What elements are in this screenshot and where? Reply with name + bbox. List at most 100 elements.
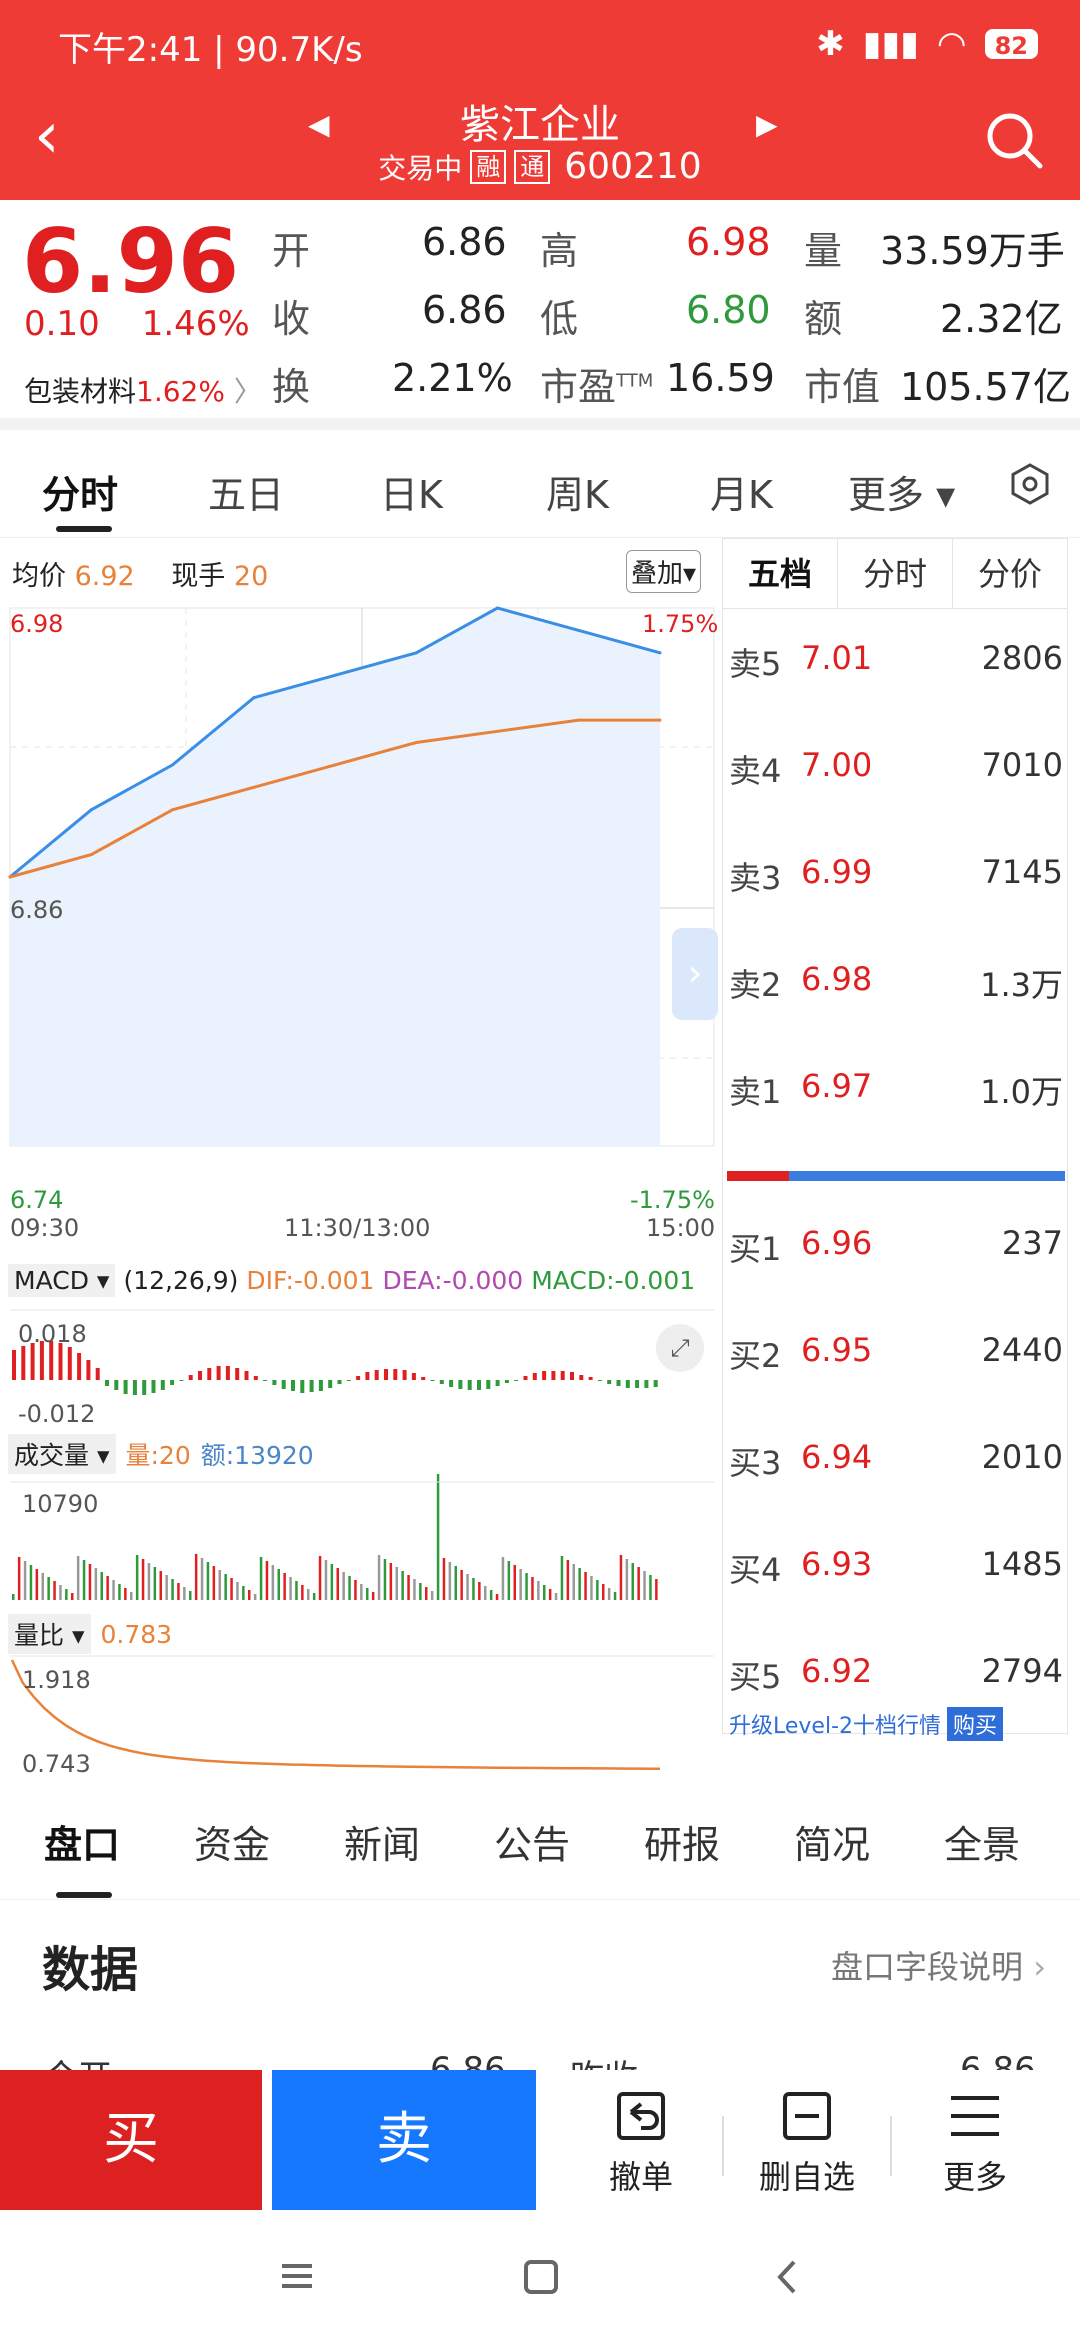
tab-news[interactable]: 新闻 [344, 1823, 421, 1867]
trade-status: 交易中 [378, 151, 463, 185]
volume-bar [289, 1577, 292, 1600]
purchase-button[interactable]: 购买 [947, 1707, 1004, 1741]
ratio-header: 量比 ▾ 0.783 [8, 1614, 172, 1654]
y-mid-label: 6.86 [10, 896, 64, 924]
tab-five-levels[interactable]: 五档 [723, 539, 838, 608]
vol-label: 量 [804, 229, 843, 273]
tab-funds[interactable]: 资金 [194, 1823, 271, 1867]
menu-icon [951, 2096, 999, 2136]
macd-selector[interactable]: MACD ▾ [8, 1264, 116, 1297]
macd-bar [272, 1380, 277, 1385]
macd-bar [39, 1341, 44, 1380]
volume-bar [53, 1581, 56, 1600]
tab-day-k[interactable]: 日K [380, 473, 443, 517]
sell-button[interactable]: 卖 [272, 2070, 536, 2210]
macd-bar [235, 1368, 240, 1380]
macd-bar [458, 1380, 463, 1389]
cancel-order-icon [617, 2092, 665, 2140]
time-mid: 11:30/13:00 [284, 1214, 431, 1242]
volume-bar [253, 1594, 257, 1600]
turnover-label: 换 [272, 365, 311, 409]
volume-selector[interactable]: 成交量 ▾ [8, 1434, 116, 1474]
remove-watchlist-button[interactable]: 删自选 [732, 2088, 882, 2198]
tab-price-volume[interactable]: 分价 [977, 555, 1042, 593]
volume-bar [71, 1593, 74, 1600]
volume-bar [602, 1584, 605, 1600]
series-point [333, 673, 337, 677]
series-point [89, 808, 93, 812]
settings-icon[interactable] [1008, 462, 1052, 515]
macd-bar [318, 1380, 323, 1391]
vol-value: 33.59万手 [880, 229, 1065, 273]
volume-bar [566, 1560, 570, 1600]
tab-more[interactable]: 更多 ▾ [848, 473, 956, 517]
y-bot-label: 6.74 [10, 1186, 64, 1214]
prev-stock-icon[interactable]: ◀ [308, 108, 330, 141]
volume-bar [460, 1570, 463, 1600]
tab-5day[interactable]: 五日 [208, 473, 285, 517]
cancel-order-button[interactable]: 撤单 [566, 2088, 716, 2198]
volume-bar [124, 1588, 127, 1600]
tab-research[interactable]: 研报 [644, 1823, 721, 1867]
volume-bar [389, 1563, 393, 1600]
tab-week-k[interactable]: 周K [546, 473, 609, 517]
macd-bar [439, 1380, 444, 1384]
tab-overview[interactable]: 全景 [944, 1823, 1021, 1867]
data-section: 数据 盘口字段说明 › 今开 6.86 昨收 6.86 [0, 1900, 1080, 2070]
action-bar: 买 卖 撤单 删自选 更多 [0, 2070, 1080, 2210]
back-icon[interactable]: ‹ [34, 99, 60, 173]
industry-link[interactable]: 包装材料1.62% 〉 [24, 375, 262, 408]
macd-bar [58, 1343, 63, 1380]
fullscreen-icon[interactable]: ⤢ [656, 1324, 704, 1372]
volume-bar [248, 1590, 251, 1600]
ask-row: 卖4 7.00 7010 [729, 746, 1063, 790]
buy-button[interactable]: 买 [0, 2070, 262, 2210]
price-change-pct: 1.46% [141, 304, 250, 344]
volume-bar [525, 1573, 528, 1600]
macd-bar [644, 1380, 649, 1388]
intraday-chart: 均价 6.92 现手 20 叠加▾ 6.98 6.86 6.74 1.75% -… [0, 538, 720, 1780]
tab-profile[interactable]: 简况 [794, 1823, 871, 1867]
macd-bar [570, 1372, 574, 1380]
volume-bar [495, 1594, 499, 1600]
series-point [333, 763, 337, 767]
macd-bar [114, 1380, 119, 1390]
search-icon[interactable] [984, 110, 1046, 176]
volume-bar [165, 1575, 168, 1600]
ratio-selector[interactable]: 量比 ▾ [8, 1614, 91, 1654]
overlay-button[interactable]: 叠加▾ [626, 550, 702, 593]
volume-bar [65, 1589, 68, 1600]
bid-row: 买1 6.96 237 [729, 1224, 1063, 1268]
macd-bar [21, 1346, 26, 1380]
tab-month-k[interactable]: 月K [710, 473, 773, 517]
tab-indicator [56, 1892, 112, 1898]
expand-panel-icon[interactable]: › [672, 928, 718, 1020]
more-button[interactable]: 更多 [900, 2088, 1050, 2198]
status-time: 下午2:41 | 90.7K/s [58, 30, 363, 70]
volume-bar [265, 1561, 269, 1600]
series-point [171, 808, 174, 812]
field-help-link[interactable]: 盘口字段说明 › [831, 1948, 1046, 1986]
volume-bar [655, 1579, 658, 1600]
quote-panel: 6.96 0.10 1.46% 包装材料1.62% 〉 开 6.86 高 6.98… [0, 200, 1080, 430]
macd-bar [95, 1368, 100, 1380]
next-stock-icon[interactable]: ▶ [756, 108, 778, 141]
tab-ticks[interactable]: 分时 [838, 539, 953, 608]
level2-upgrade-link[interactable]: 升级Level-2十档行情 购买 [729, 1707, 1004, 1741]
volume-bar [548, 1589, 552, 1600]
macd-bar [86, 1360, 91, 1380]
bid-row: 买3 6.94 2010 [729, 1438, 1063, 1482]
volume-bar [584, 1572, 587, 1600]
volume-bar [271, 1565, 275, 1600]
macd-bar [188, 1375, 193, 1380]
tab-announcements[interactable]: 公告 [494, 1823, 571, 1867]
volume-bar [236, 1582, 239, 1600]
tab-intraday[interactable]: 分时 [42, 473, 119, 517]
macd-bar [291, 1380, 295, 1391]
volume-bar [543, 1585, 546, 1600]
macd-bar [635, 1380, 640, 1388]
volume-bar [76, 1556, 80, 1600]
tab-handicap[interactable]: 盘口 [44, 1823, 121, 1867]
volume-bar [59, 1585, 62, 1600]
volume-bar [41, 1573, 44, 1600]
